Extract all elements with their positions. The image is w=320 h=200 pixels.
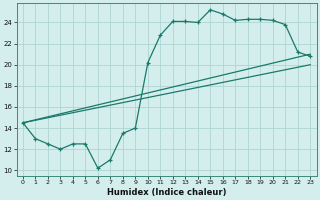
X-axis label: Humidex (Indice chaleur): Humidex (Indice chaleur) [107,188,226,197]
